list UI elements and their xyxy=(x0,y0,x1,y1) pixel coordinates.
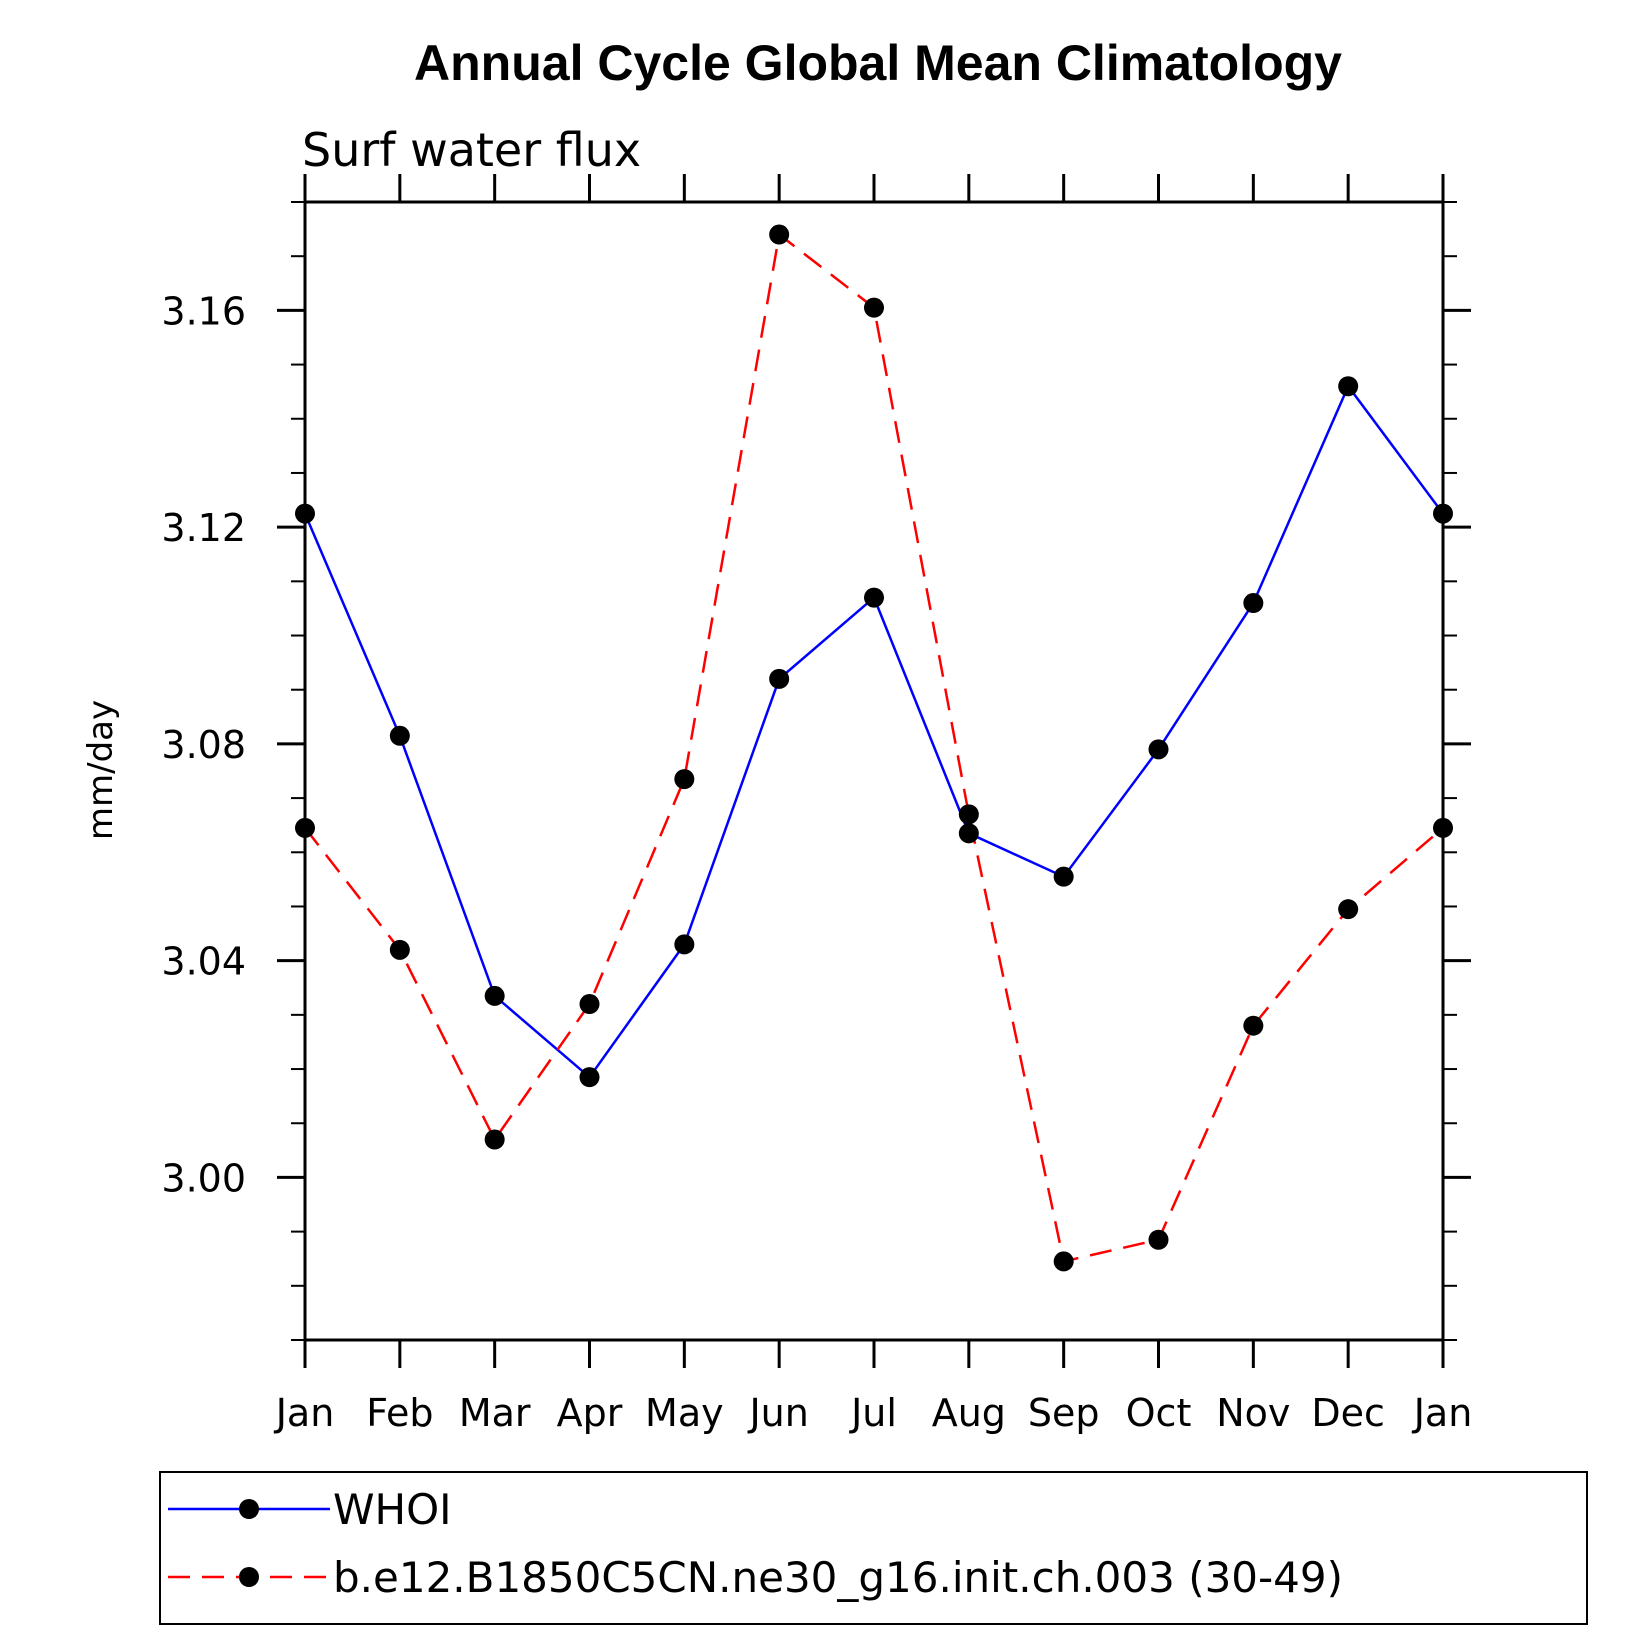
series-1-point xyxy=(864,297,884,318)
x-tick-label: Oct xyxy=(1126,1391,1192,1435)
series-1-point xyxy=(1148,1229,1169,1250)
x-tick-label: Apr xyxy=(557,1391,623,1435)
series-0-point xyxy=(1243,593,1264,614)
axis-ticks xyxy=(277,174,1471,1368)
series-0-point xyxy=(389,725,410,746)
x-tick-label: Jan xyxy=(1412,1391,1473,1435)
legend: WHOI b.e12.B1850C5CN.ne30_g16.init.ch.003… xyxy=(168,1485,1343,1602)
series-0-point xyxy=(769,668,790,689)
x-tick-label: Sep xyxy=(1028,1391,1100,1435)
series-1-point xyxy=(1433,817,1453,838)
series-1-point xyxy=(579,994,600,1015)
x-tick-labels: Jan Feb Mar Apr May Jun Jul Aug Sep Oct Nov Dec Jan xyxy=(274,1391,1473,1435)
y-tick-label: 3.08 xyxy=(161,723,246,767)
y-axis-label: mm/day xyxy=(81,700,121,840)
series-0-point xyxy=(579,1067,600,1088)
y-tick-label: 3.00 xyxy=(161,1156,246,1200)
x-tick-label: May xyxy=(645,1391,724,1435)
series-0-point xyxy=(1433,503,1453,524)
series-1-point xyxy=(1243,1015,1264,1036)
x-tick-label: Nov xyxy=(1216,1391,1290,1435)
x-tick-label: Aug xyxy=(932,1391,1006,1435)
legend-label-0: WHOI xyxy=(333,1485,452,1534)
series-0-point xyxy=(295,503,315,524)
series-1-point xyxy=(295,817,315,838)
series-1-point xyxy=(389,939,410,960)
x-tick-label: Dec xyxy=(1311,1391,1385,1435)
data-series xyxy=(295,224,1453,1272)
legend-marker-1 xyxy=(239,1567,259,1587)
series-1-point xyxy=(484,1129,505,1150)
series-0-point xyxy=(1053,866,1074,887)
chart-subtitle: Surf water flux xyxy=(302,123,641,177)
legend-marker-0 xyxy=(239,1499,259,1519)
series-0-point xyxy=(484,985,505,1006)
series-1-point xyxy=(1053,1251,1074,1272)
series-1-point xyxy=(769,224,790,245)
y-tick-labels: 3.00 3.04 3.08 3.12 3.16 xyxy=(161,289,246,1200)
x-tick-label: Feb xyxy=(366,1391,433,1435)
series-1-point xyxy=(958,804,979,825)
series-1-point xyxy=(1338,899,1359,920)
plot-frame xyxy=(303,200,1445,1342)
legend-box xyxy=(159,1471,1588,1625)
series-line-0 xyxy=(303,383,1445,1080)
series-1-point xyxy=(674,769,695,790)
x-tick-label: Jul xyxy=(849,1391,897,1435)
legend-label-1: b.e12.B1850C5CN.ne30_g16.init.ch.003 (30… xyxy=(333,1553,1343,1602)
series-line-1 xyxy=(304,232,1444,1263)
x-tick-label: Mar xyxy=(459,1391,531,1435)
x-tick-label: Jun xyxy=(747,1391,808,1435)
x-tick-label: Jan xyxy=(274,1391,335,1435)
series-0-point xyxy=(958,823,979,844)
y-tick-label: 3.12 xyxy=(161,506,246,550)
y-tick-label: 3.16 xyxy=(161,289,246,333)
series-0-point xyxy=(674,934,695,955)
y-tick-label: 3.04 xyxy=(161,940,246,984)
series-0-point xyxy=(1338,376,1359,397)
series-0-point xyxy=(864,587,884,608)
chart-title: Annual Cycle Global Mean Climatology xyxy=(414,35,1342,91)
series-0-point xyxy=(1148,739,1169,760)
